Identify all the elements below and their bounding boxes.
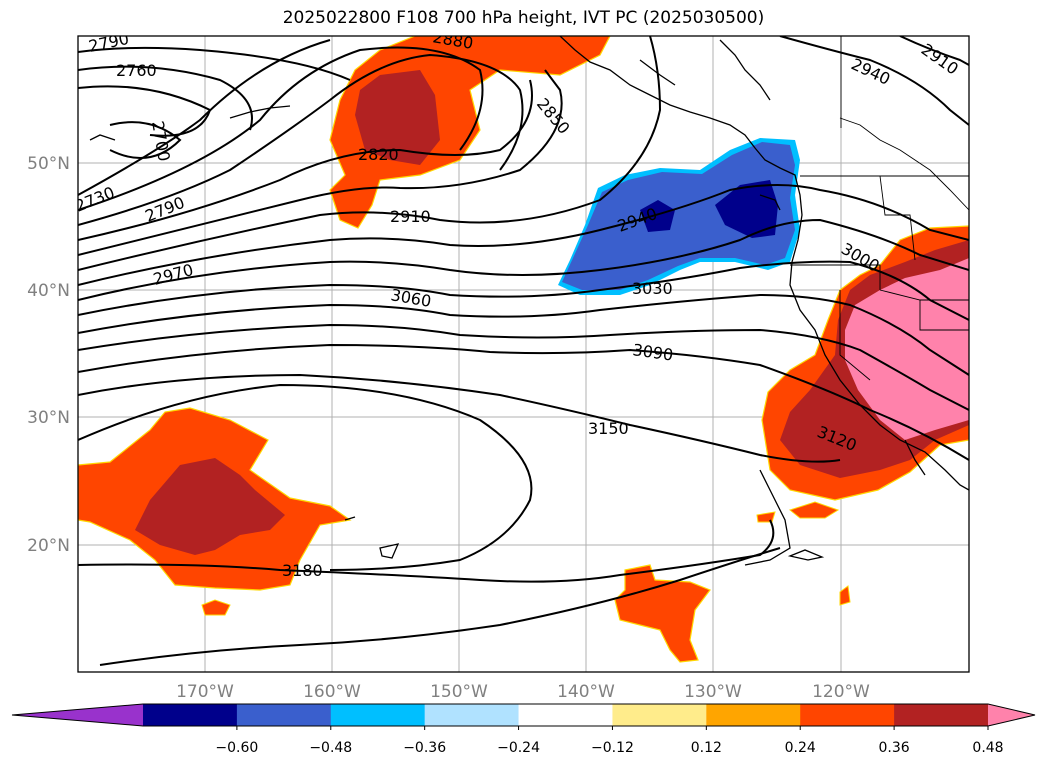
- contour-label: 2820: [358, 145, 399, 164]
- ivt-negative-strong-2: [715, 180, 778, 238]
- colorbar-tick-label: 0.48: [972, 740, 1003, 756]
- colorbar-tick-label: −0.60: [215, 740, 258, 756]
- colorbar-tick-label: 0.36: [879, 740, 910, 756]
- latitude-labels: 50°N 40°N 30°N 20°N: [27, 154, 70, 556]
- colorbar-tick-label: 0.24: [785, 740, 816, 756]
- lon-label-170w: 170°W: [176, 682, 234, 702]
- lat-label-20n: 20°N: [27, 536, 70, 556]
- lon-label-140w: 140°W: [557, 682, 615, 702]
- map-title: 2025022800 F108 700 hPa height, IVT PC (…: [282, 8, 765, 28]
- colorbar: −0.60 −0.48 −0.36 −0.24 −0.12 0.12 0.24 0.36 0.4…: [11, 703, 1036, 756]
- colorbar-tick-label: −0.36: [403, 740, 446, 756]
- map-frame: [77, 35, 970, 673]
- lon-label-160w: 160°W: [303, 682, 361, 702]
- lon-label-130w: 130°W: [684, 682, 742, 702]
- colorbar-swatch: [330, 704, 426, 726]
- lon-label-150w: 150°W: [430, 682, 488, 702]
- ivt-small-blob-1: [201, 599, 231, 616]
- ivt-small-blob-2: [788, 501, 840, 519]
- coastlines: [89, 36, 969, 566]
- longitude-labels: 170°W 160°W 150°W 140°W 130°W 120°W: [176, 682, 870, 702]
- ivt-strong-region-central-pacific: [135, 458, 285, 555]
- ivt-negative-strong-1: [640, 200, 675, 232]
- colorbar-swatch: [706, 704, 801, 726]
- contour-label: 2760: [116, 61, 157, 80]
- colorbar-tick-label: −0.12: [591, 740, 634, 756]
- ivt-positive-region-south: [614, 564, 711, 663]
- contour-label: 3180: [282, 561, 323, 580]
- colorbar-extend-high: [988, 704, 1035, 726]
- map-plot-area: 2790 2760 2700 2730 2790 2970 2820 2910 …: [78, 36, 969, 672]
- lat-label-30n: 30°N: [27, 408, 70, 428]
- height-contours: [78, 36, 969, 666]
- lat-label-50n: 50°N: [27, 154, 70, 174]
- gridlines: [78, 36, 969, 672]
- ivt-small-blob-4: [839, 585, 851, 606]
- colorbar-swatch: [612, 704, 707, 726]
- colorbar-outline: [11, 703, 1036, 727]
- colorbar-swatch: [894, 704, 989, 726]
- colorbar-swatch: [236, 704, 332, 726]
- colorbar-swatch: [143, 704, 238, 726]
- political-borders: [790, 36, 969, 381]
- lon-label-120w: 120°W: [812, 682, 870, 702]
- contour-label: 3030: [632, 279, 673, 298]
- colorbar-extend-low: [12, 704, 143, 726]
- contour-label: 2910: [390, 207, 431, 226]
- colorbar-tick-label: −0.48: [309, 740, 352, 756]
- colorbar-tick-label: 0.12: [691, 740, 722, 756]
- contour-label: 3150: [588, 419, 629, 438]
- colorbar-swatch: [518, 704, 613, 726]
- ivt-strong-region-gulf-of-alaska: [355, 70, 440, 165]
- colorbar-swatch: [800, 704, 895, 726]
- colorbar-swatch: [424, 704, 520, 726]
- lat-label-40n: 40°N: [27, 281, 70, 301]
- colorbar-tick-label: −0.24: [497, 740, 540, 756]
- ivt-negative-moderate-pacific-nw: [562, 142, 795, 290]
